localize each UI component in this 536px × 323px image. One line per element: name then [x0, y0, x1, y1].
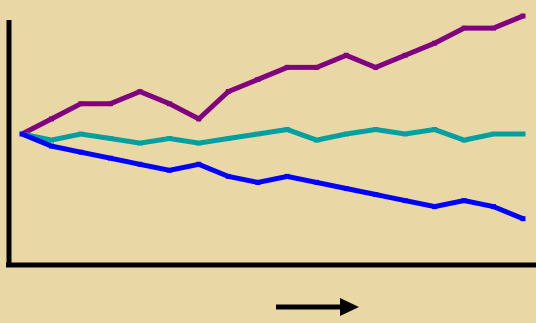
series-0-point	[520, 13, 526, 19]
series-2-point	[49, 143, 54, 149]
series-2-point	[284, 173, 290, 179]
series-group	[19, 13, 526, 222]
series-1-point	[78, 131, 84, 137]
series-2-point	[314, 179, 320, 185]
series-2-point	[225, 173, 231, 179]
series-2-point	[255, 179, 261, 185]
series-2-point	[432, 204, 438, 210]
series-line-1	[21, 126, 523, 146]
series-1-point	[166, 136, 172, 141]
series-1-point	[314, 137, 320, 143]
series-1-point	[137, 140, 143, 146]
series-0-point	[166, 101, 172, 107]
series-0-point	[402, 52, 408, 58]
series-0-point	[284, 64, 290, 70]
series-1-point	[225, 136, 231, 141]
series-2-point	[520, 216, 526, 222]
series-2-point	[78, 149, 84, 155]
series-1-point	[491, 131, 496, 137]
series-2-point	[107, 155, 113, 161]
series-0-point	[491, 25, 496, 31]
series-1-point	[432, 127, 438, 132]
series-2-point	[461, 198, 467, 204]
series-2-point	[196, 161, 202, 167]
series-0-point	[461, 25, 467, 31]
series-1-point	[107, 136, 113, 141]
series-0-point	[373, 64, 379, 70]
series-2-point	[166, 167, 172, 173]
series-2-point	[491, 204, 496, 210]
series-line-2	[21, 131, 524, 222]
series-1-point	[343, 131, 349, 137]
series-1-point	[402, 131, 408, 137]
series-1-point	[461, 137, 467, 143]
series-1-point	[373, 127, 379, 132]
series-2-point	[373, 192, 379, 197]
series-line-0	[20, 13, 524, 137]
series-1-point	[284, 127, 290, 132]
series-2-point	[402, 198, 408, 204]
series-0-point	[137, 89, 143, 95]
series-0-point	[432, 40, 438, 46]
series-1-point	[520, 131, 526, 137]
series-2-point	[19, 131, 25, 137]
series-0-point	[49, 116, 54, 122]
series-0-point	[314, 64, 320, 70]
series-0-point	[225, 89, 231, 95]
right-arrow-icon	[276, 298, 359, 316]
series-0-point	[107, 101, 113, 107]
series-1-point	[49, 137, 54, 143]
series-0-point	[255, 77, 261, 82]
series-1-point	[255, 131, 261, 137]
series-0-point	[78, 101, 84, 107]
series-0-point	[343, 52, 349, 58]
series-2-point	[137, 161, 143, 167]
series-2-point	[343, 186, 349, 191]
series-0-point	[196, 116, 202, 122]
series-1-point	[196, 140, 202, 146]
